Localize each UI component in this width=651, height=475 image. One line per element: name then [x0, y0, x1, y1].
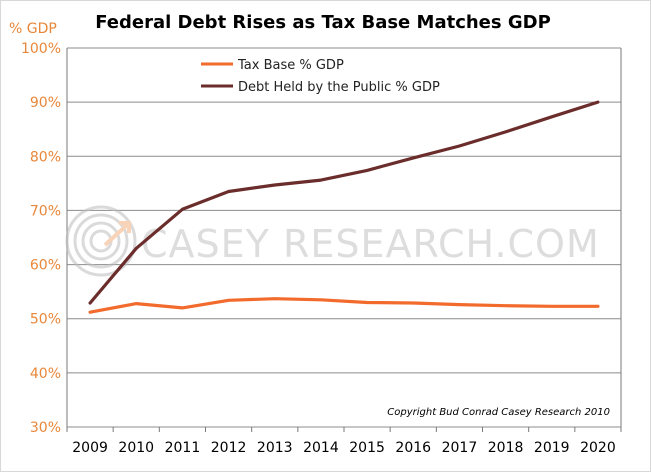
x-tick-label: 2014 [303, 440, 339, 456]
y-tick-label: 30% [30, 420, 61, 436]
series-lines [88, 100, 600, 314]
x-tick-label: 2013 [257, 440, 293, 456]
x-tick-label: 2011 [165, 440, 201, 456]
y-axis-ticks: 30% 40% 50% 60% 70% 80% 90% 100% [21, 41, 61, 436]
watermark-arrow-icon [103, 221, 131, 247]
x-tick-label: 2016 [395, 440, 431, 456]
x-tick-label: 2015 [349, 440, 385, 456]
x-tick-label: 2012 [211, 440, 247, 456]
x-tick-label: 2019 [534, 440, 570, 456]
legend-label-tax-base: Tax Base % GDP [237, 58, 344, 73]
x-tick-label: 2018 [488, 440, 524, 456]
legend: Tax Base % GDP Debt Held by the Public %… [201, 58, 440, 95]
series-line-debt [88, 100, 600, 305]
watermark-text: CASEY RESEARCH.COM [141, 222, 600, 266]
y-tick-label: 80% [30, 149, 61, 165]
y-tick-label: 100% [21, 41, 61, 57]
x-tick-label: 2009 [72, 440, 108, 456]
y-tick-label: 90% [30, 95, 61, 111]
y-tick-label: 50% [30, 312, 61, 328]
series-line-tax-base [88, 297, 600, 314]
casey-research-logo-rings [65, 205, 137, 277]
x-tick-label: 2020 [580, 440, 616, 456]
y-tick-label: 70% [30, 203, 61, 219]
x-tick-label: 2017 [442, 440, 478, 456]
casey-research-watermark: CASEY RESEARCH.COM [65, 205, 600, 277]
y-axis-label: % GDP [9, 21, 57, 37]
copyright-annotation: Copyright Bud Conrad Casey Research 2010 [387, 407, 610, 418]
x-tick-label: 2010 [118, 440, 154, 456]
chart-title: Federal Debt Rises as Tax Base Matches G… [95, 12, 551, 33]
y-tick-label: 40% [30, 366, 61, 382]
legend-label-debt: Debt Held by the Public % GDP [238, 80, 440, 95]
x-axis-ticks: 2009 2010 2011 2012 2013 2014 2015 2016 2017 2018… [66, 427, 622, 456]
y-tick-label: 60% [30, 258, 61, 274]
